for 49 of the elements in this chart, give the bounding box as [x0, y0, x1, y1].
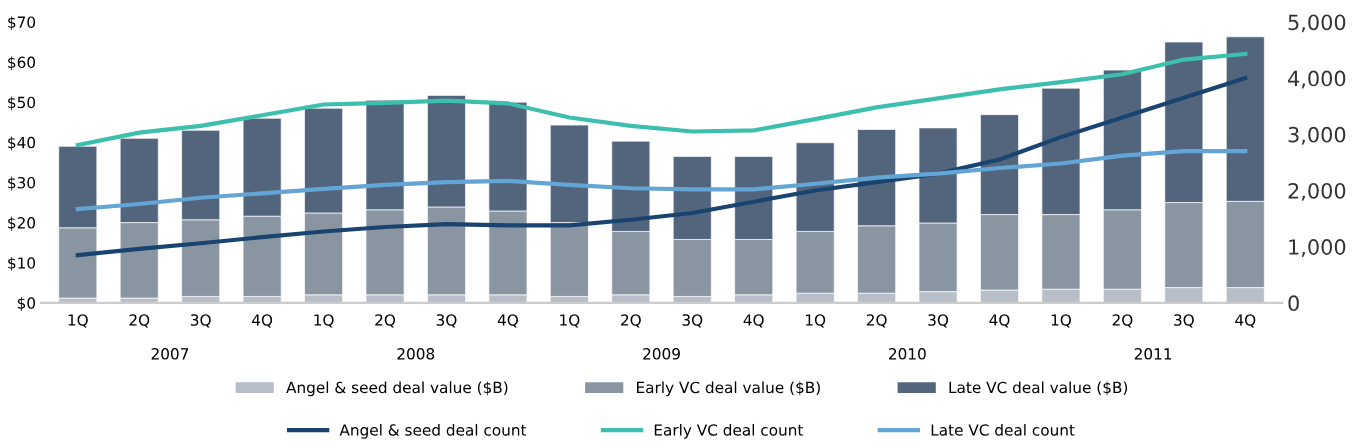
text: 2011	[1134, 348, 1172, 360]
x-tick-label: 3Q	[436, 314, 457, 328]
x-tick-label: 4Q	[743, 314, 764, 328]
x-tick-label: 1Q	[560, 314, 580, 328]
x-tick-label: 2Q	[621, 314, 641, 328]
legend-label: Early VC deal value ($B)	[637, 381, 820, 397]
x-tick-label: 3Q	[1174, 314, 1194, 328]
x-tick-label: 3Q	[682, 314, 703, 328]
x-tick-label: 4Q	[252, 314, 273, 328]
x-tick-label: 2Q	[375, 314, 396, 328]
legend-label: Early VC deal count	[654, 423, 804, 439]
y2-tick-label: 3,000	[1288, 126, 1346, 145]
x-tick-label: 4Q	[497, 314, 518, 328]
x-tick-label: 1Q	[68, 314, 88, 328]
x-tick-label: 2Q	[866, 314, 887, 328]
y-tick-label: $0	[17, 297, 36, 311]
legend-label: Late VC deal count	[931, 423, 1075, 436]
y-tick-label: $20	[8, 216, 36, 231]
y-tick-label: $30	[8, 176, 36, 191]
y-tick-label: $40	[8, 136, 36, 151]
text: 2010	[889, 348, 926, 360]
y2-tick-label: 4,000	[1288, 70, 1346, 89]
line-series	[75, 76, 1248, 258]
y2-tick-label: 2,000	[1288, 182, 1346, 201]
y-tick-label: $70	[8, 16, 36, 30]
bar	[549, 124, 589, 223]
line-series	[75, 51, 1248, 148]
legend-label: Late VC deal value ($B)	[949, 381, 1128, 396]
y-tick-label: $60	[8, 56, 36, 71]
legend-label: Angel & seed deal value ($B)	[286, 381, 508, 397]
text: 2009	[643, 348, 680, 360]
x-tick-label: 2Q	[1112, 314, 1133, 328]
x-tick-label: 1Q	[1051, 314, 1071, 328]
x-tick-label: 4Q	[989, 314, 1010, 328]
x-tick-label: 1Q	[805, 314, 826, 328]
x-tick-label: 2Q	[129, 314, 150, 328]
y-tick-label: $50	[8, 96, 36, 111]
x-tick-label: 1Q	[314, 314, 334, 328]
x-tick-label: 3Q	[928, 314, 949, 328]
y2-tick-label: 0	[1288, 295, 1299, 312]
y-tick-label: $10	[8, 256, 36, 271]
line-series	[75, 149, 1248, 212]
text: 2007	[151, 348, 189, 360]
legend-label: Angel & seed deal count	[339, 423, 527, 439]
x-tick-label: 3Q	[190, 314, 211, 328]
y2-tick-label: 1,000	[1289, 239, 1346, 258]
x-tick-label: 4Q	[1235, 314, 1256, 328]
text: 2008	[397, 348, 435, 360]
y2-tick-label: 5,000	[1288, 14, 1346, 33]
